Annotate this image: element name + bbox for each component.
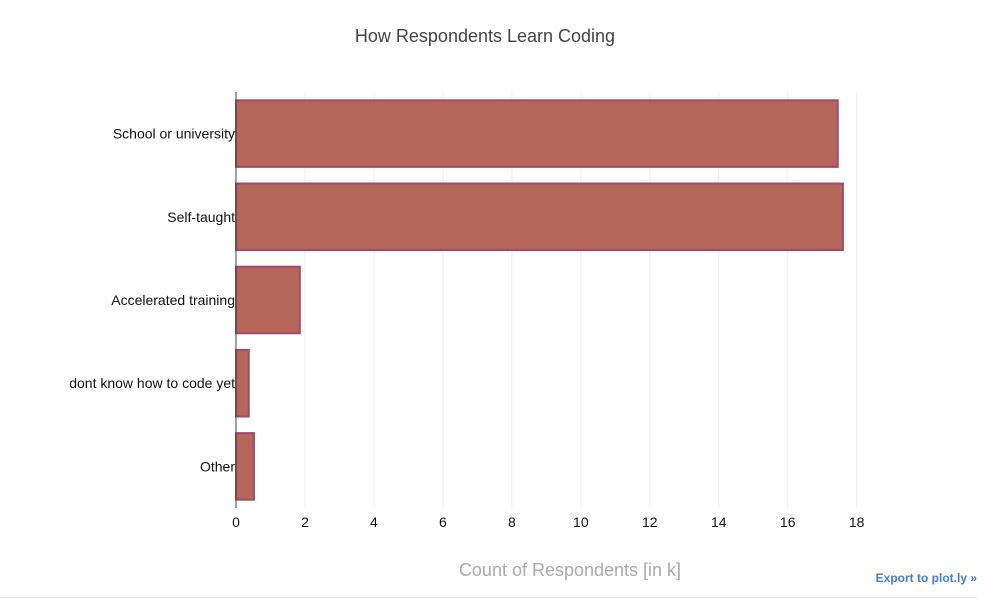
export-to-plotly-link[interactable]: Export to plot.ly » [875, 571, 977, 585]
bar[interactable] [235, 432, 255, 501]
bar[interactable] [235, 348, 250, 418]
x-tick-label: 6 [439, 514, 447, 530]
bar[interactable] [235, 265, 301, 335]
x-tick-label: 10 [573, 514, 589, 530]
y-tick-label: School or university [113, 126, 235, 142]
bar[interactable] [235, 182, 844, 252]
bar[interactable] [235, 99, 839, 168]
y-tick-label: dont know how to code yet [69, 375, 235, 391]
x-tick-label: 12 [642, 514, 658, 530]
x-tick-label: 18 [849, 514, 865, 530]
x-tick-label: 4 [370, 514, 378, 530]
y-tick-labels: School or university Self-taught Accelerat… [69, 126, 235, 475]
chart-title: How Respondents Learn Coding [355, 26, 615, 46]
y-tick-label: Self-taught [167, 209, 235, 225]
bottom-divider [0, 597, 977, 598]
x-tick-label: 0 [232, 514, 240, 530]
x-tick-label: 2 [301, 514, 309, 530]
x-tick-label: 8 [508, 514, 516, 530]
bars-layer [235, 99, 844, 501]
x-tick-labels: 0 2 4 6 8 10 12 14 16 18 [232, 514, 865, 530]
y-tick-label: Accelerated training [111, 292, 235, 308]
y-tick-label: Other [200, 458, 235, 474]
x-axis-label: Count of Respondents [in k] [459, 560, 681, 580]
x-tick-label: 14 [711, 514, 727, 530]
x-tick-label: 16 [780, 514, 796, 530]
